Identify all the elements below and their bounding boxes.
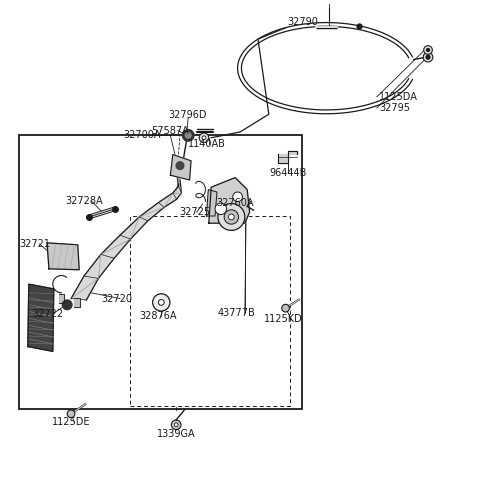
Circle shape <box>202 136 206 140</box>
Text: 32876A: 32876A <box>140 311 177 321</box>
Circle shape <box>215 203 227 215</box>
Polygon shape <box>47 243 79 270</box>
Text: 32790: 32790 <box>287 17 318 26</box>
Circle shape <box>67 410 75 418</box>
Text: 1339GA: 1339GA <box>157 430 196 439</box>
Polygon shape <box>278 151 297 163</box>
Polygon shape <box>71 173 181 300</box>
Polygon shape <box>170 155 191 180</box>
Text: 32700A: 32700A <box>123 131 160 140</box>
Text: 96444B: 96444B <box>269 168 307 178</box>
Circle shape <box>174 423 178 427</box>
Circle shape <box>224 210 239 224</box>
Circle shape <box>182 130 194 141</box>
Circle shape <box>158 300 164 305</box>
Polygon shape <box>74 298 80 307</box>
Circle shape <box>424 46 432 54</box>
Text: 32760A: 32760A <box>216 198 254 207</box>
Text: 32728A: 32728A <box>65 196 103 205</box>
Circle shape <box>218 204 245 230</box>
Text: 32795: 32795 <box>379 103 410 113</box>
Text: 32725: 32725 <box>179 207 210 217</box>
Circle shape <box>282 304 289 312</box>
Circle shape <box>176 162 184 169</box>
Circle shape <box>153 294 170 311</box>
Text: 57587A: 57587A <box>152 126 189 135</box>
Circle shape <box>423 52 433 62</box>
Polygon shape <box>209 178 250 223</box>
Polygon shape <box>28 284 54 351</box>
Text: 1125KD: 1125KD <box>264 314 302 324</box>
Text: 1125DA: 1125DA <box>379 92 418 102</box>
Circle shape <box>233 192 242 202</box>
Text: 1140AB: 1140AB <box>188 139 225 149</box>
Text: 1125DE: 1125DE <box>52 418 90 427</box>
Text: 32796D: 32796D <box>168 110 206 120</box>
Circle shape <box>185 132 191 138</box>
Circle shape <box>171 420 181 430</box>
Polygon shape <box>206 190 217 216</box>
Text: 32722: 32722 <box>33 310 63 319</box>
Bar <box>19 135 302 409</box>
Circle shape <box>199 133 209 143</box>
Text: 32720: 32720 <box>101 294 132 303</box>
Circle shape <box>426 55 430 59</box>
Bar <box>130 216 290 406</box>
Circle shape <box>228 214 234 220</box>
Circle shape <box>62 300 72 310</box>
Polygon shape <box>59 294 64 303</box>
Text: 43777B: 43777B <box>217 308 255 318</box>
Circle shape <box>427 48 430 51</box>
Text: 32721: 32721 <box>20 239 50 249</box>
